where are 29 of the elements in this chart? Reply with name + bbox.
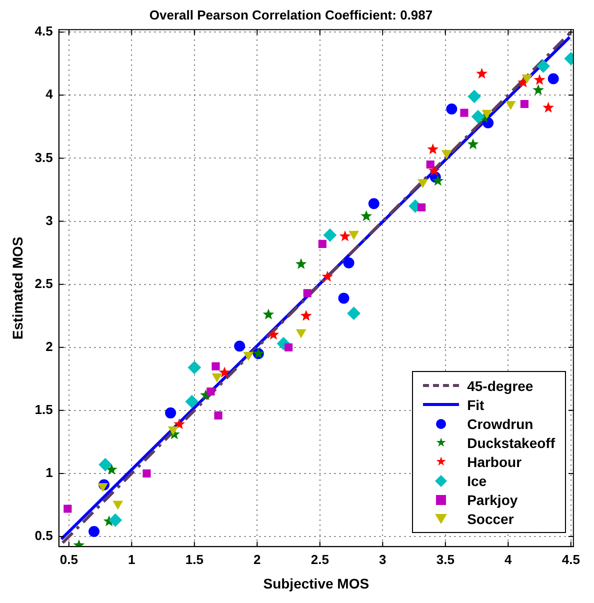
y-tick-label: 4.5 <box>34 24 53 39</box>
x-tick-label: 1 <box>128 552 136 567</box>
legend-label: Duckstakeoff <box>467 434 555 450</box>
x-tick-label: 4 <box>504 552 513 567</box>
x-tick-label: 3 <box>379 552 386 567</box>
x-tick-label: 0.5 <box>60 552 78 567</box>
legend-label: Parkjoy <box>467 492 518 508</box>
y-tick-label: 2 <box>46 338 53 354</box>
y-tick-label: 0.5 <box>34 528 53 544</box>
x-tick-label: 1.5 <box>185 552 204 567</box>
x-tick-label: 3.5 <box>436 552 454 567</box>
y-tick-label: 3 <box>46 212 53 228</box>
x-tick-label: 2.5 <box>310 552 329 567</box>
y-tick-label: 1 <box>46 465 53 480</box>
x-tick-label: 2 <box>254 552 261 567</box>
x-axis-title: Subjective MOS <box>263 575 370 592</box>
legend-label: Crowdrun <box>467 416 534 432</box>
legend-label: Soccer <box>467 510 514 526</box>
y-tick-label: 1.5 <box>34 402 53 417</box>
chart-title: Overall Pearson Correlation Coefficient: 0.987 <box>149 7 433 22</box>
y-tick-label: 3.5 <box>34 150 53 165</box>
y-axis-title: Estimated MOS <box>9 236 26 340</box>
legend-label: 45-degree <box>467 378 534 394</box>
legend-label: Harbour <box>467 454 522 470</box>
legend-label: Ice <box>467 472 487 488</box>
legend-label: Fit <box>467 396 484 412</box>
y-tick-label: 4 <box>46 86 54 102</box>
y-tick-label: 2.5 <box>34 276 53 291</box>
x-tick-label: 4.5 <box>562 552 580 567</box>
